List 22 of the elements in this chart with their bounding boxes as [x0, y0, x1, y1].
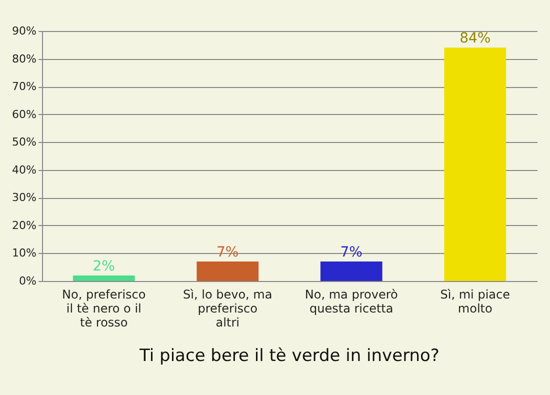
y-tick-label: 40%: [12, 163, 36, 176]
y-tick-label: 90%: [12, 24, 36, 38]
y-tick-label: 0%: [19, 274, 36, 288]
y-tick-label: 30%: [12, 191, 36, 204]
text: Ti piace bere il tè verde in inverno?: [138, 346, 440, 366]
bar: [72, 275, 135, 281]
y-tick-label: 70%: [12, 80, 36, 94]
bar: [196, 262, 259, 281]
y-tick-label: 10%: [12, 246, 36, 260]
bar: [320, 262, 382, 281]
y-tick-label: 60%: [12, 108, 36, 121]
y-tick-label: 20%: [12, 218, 36, 232]
y-tick-label: 50%: [12, 136, 36, 149]
data-label: 7%: [340, 244, 362, 261]
data-label: 2%: [92, 258, 115, 274]
x-tick-label: No, preferisco il tè nero o il tè rosso: [62, 288, 146, 330]
data-label: 84%: [460, 30, 491, 47]
x-tick-label: No, ma proverò questa ricetta: [304, 288, 398, 316]
x-tick-label: Sì, lo bevo, ma preferisco altri: [183, 288, 272, 330]
bar: [444, 48, 506, 281]
x-tick-label: Sì, mi piace molto: [440, 288, 510, 316]
y-tick-label: 80%: [12, 52, 36, 66]
